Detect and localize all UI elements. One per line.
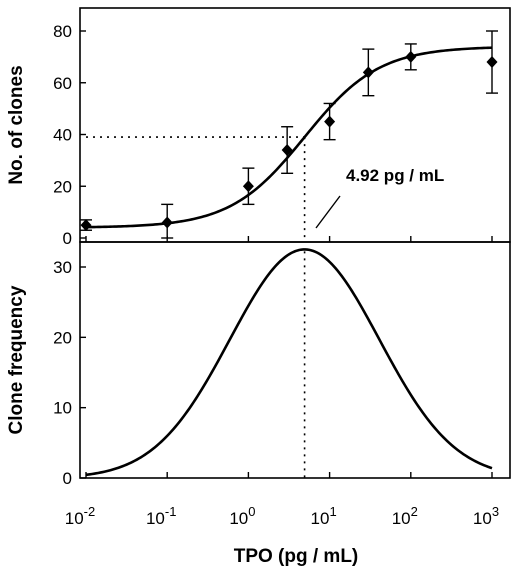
top-y-tick-label: 60 bbox=[53, 74, 72, 93]
bottom-y-axis-label: Clone frequency bbox=[6, 285, 27, 434]
top-y-tick-label: 0 bbox=[63, 229, 72, 248]
x-tick-label: 102 bbox=[392, 504, 418, 528]
x-axis-label: TPO (pg / mL) bbox=[234, 546, 359, 567]
ec50-annotation: 4.92 pg / mL bbox=[346, 166, 444, 185]
data-point bbox=[405, 50, 417, 63]
data-point bbox=[161, 216, 173, 229]
bottom-panel-frame bbox=[79, 241, 511, 479]
clone-frequency-curve bbox=[85, 248, 493, 477]
data-point bbox=[486, 56, 498, 69]
data-point bbox=[80, 219, 92, 232]
bottom-y-tick-label: 30 bbox=[53, 258, 72, 277]
x-tick-label: 103 bbox=[473, 504, 499, 528]
bottom-panel: 0 10 20 30 bbox=[53, 248, 493, 488]
bottom-y-tick-label: 20 bbox=[53, 328, 72, 347]
x-tick-label: 10-1 bbox=[146, 504, 176, 528]
bottom-y-tick-label: 10 bbox=[53, 399, 72, 418]
x-tick-label: 10-2 bbox=[65, 504, 95, 528]
annotation-pointer bbox=[315, 195, 341, 229]
x-tick-label: 101 bbox=[311, 504, 337, 528]
data-point bbox=[242, 180, 254, 193]
data-point bbox=[281, 144, 293, 157]
bottom-y-tick-label: 0 bbox=[63, 469, 72, 488]
sigmoid-fit-line bbox=[85, 46, 493, 229]
data-point bbox=[324, 115, 336, 128]
data-point bbox=[362, 66, 374, 79]
top-y-tick-label: 20 bbox=[53, 177, 72, 196]
top-y-axis-label: No. of clones bbox=[6, 65, 27, 184]
top-y-tick-label: 80 bbox=[53, 22, 72, 41]
top-y-tick-label: 40 bbox=[53, 126, 72, 145]
top-panel-frame bbox=[79, 7, 511, 243]
top-panel: 0 20 40 60 80 bbox=[53, 22, 498, 248]
x-tick-label: 100 bbox=[229, 504, 255, 528]
x-axis: 10-2 10-1 100 101 102 103 bbox=[65, 236, 499, 528]
